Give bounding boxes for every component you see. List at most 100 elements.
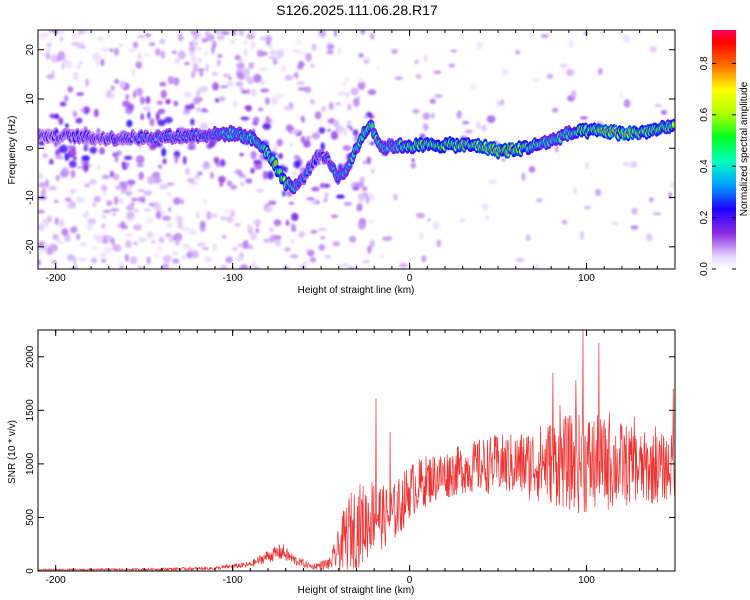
spectrogram-blob xyxy=(486,115,496,123)
spectrogram-blob xyxy=(162,158,167,165)
spectrogram-blob xyxy=(154,252,159,259)
spectrogram-blob xyxy=(285,219,290,226)
spectrogram-blob xyxy=(145,217,154,224)
spectrogram-blob xyxy=(54,199,59,203)
spectrogram-blob xyxy=(60,241,64,245)
spectrogram-blob xyxy=(654,104,662,108)
spectrogram-blob xyxy=(236,72,245,80)
spectrogram-blob xyxy=(137,266,144,269)
spectrogram-blob xyxy=(237,243,243,247)
spectrogram-blob xyxy=(121,161,126,167)
spectrogram-blob xyxy=(201,38,209,43)
spectrogram-blob xyxy=(120,221,126,230)
spectrogram-blob xyxy=(172,258,180,264)
spectrogram-blob xyxy=(46,43,52,47)
spectrogram-blob xyxy=(100,184,108,192)
spectrogram-blob xyxy=(232,247,238,251)
spectrogram-blob xyxy=(149,118,155,127)
spectrogram-blob xyxy=(314,111,322,120)
ridge-core xyxy=(370,124,374,128)
spectrogram-blob xyxy=(161,147,167,157)
spectrogram-blob xyxy=(230,184,238,190)
spectrogram-blob xyxy=(393,193,398,201)
spectrogram-blob xyxy=(155,112,160,121)
spectrogram-blob xyxy=(87,218,97,225)
spectrogram-blob xyxy=(652,212,662,216)
spectrogram-blob xyxy=(670,181,675,189)
spectrogram-blob xyxy=(38,182,46,188)
spectrogram-blob xyxy=(102,209,111,214)
spectrogram-blob xyxy=(159,82,167,87)
spectrogram-blob xyxy=(193,56,197,64)
spectrogram-blob xyxy=(145,96,151,104)
spectrogram-blob xyxy=(133,224,142,231)
spectrogram-blob xyxy=(623,99,631,108)
spectrogram-blob xyxy=(515,257,525,263)
spectrogram-blob xyxy=(196,211,200,219)
spectrogram-blob xyxy=(361,55,371,61)
spectrogram-blob xyxy=(196,90,200,99)
spectrogram-blob xyxy=(159,38,166,45)
spectrogram-blob xyxy=(49,113,56,119)
spectrogram-blob xyxy=(181,227,191,232)
spectrogram-blob xyxy=(321,105,327,113)
spectrogram-blob xyxy=(303,140,311,148)
spectrogram-blob xyxy=(114,79,120,84)
y-tick-label: 0 xyxy=(25,568,36,574)
spectrogram-noise xyxy=(38,30,675,269)
spectrogram-blob xyxy=(76,43,84,49)
spectrogram-blob xyxy=(285,124,294,132)
spectrogram-blob xyxy=(276,138,283,147)
spectrogram-blob xyxy=(240,116,250,121)
spectrogram-blob xyxy=(649,197,654,203)
spectrogram-blob xyxy=(363,59,370,64)
spectrogram-blob xyxy=(320,235,326,240)
spectrogram-blob xyxy=(95,59,99,67)
spectrogram-blob xyxy=(242,240,249,250)
spectrogram-blob xyxy=(147,175,156,185)
spectrogram-blob xyxy=(78,30,84,36)
spectrogram-blob xyxy=(80,242,87,247)
spectrogram-blob xyxy=(241,69,250,75)
spectrogram-blob xyxy=(222,235,226,239)
spectrogram-blob xyxy=(349,235,357,243)
spectrogram-blob xyxy=(122,100,131,108)
spectrogram-blob xyxy=(54,113,59,120)
spectrogram-blob xyxy=(204,257,213,263)
spectrogram-blob xyxy=(448,63,456,68)
spectrogram-blob xyxy=(521,172,526,181)
spectrogram-blob xyxy=(352,187,360,191)
spectrogram-blob xyxy=(239,153,245,157)
spectrogram-blob xyxy=(230,209,236,218)
spectrogram-blob xyxy=(310,63,315,68)
spectrogram-blob xyxy=(292,169,297,178)
spectrogram-blob xyxy=(533,263,540,269)
spectrogram-blob xyxy=(434,94,443,98)
spectrogram-blob xyxy=(335,102,342,106)
snr-series-line xyxy=(38,330,675,571)
spectrogram-blob xyxy=(201,109,209,113)
spectrogram-blob xyxy=(160,50,165,60)
spectrogram-blob xyxy=(260,79,266,86)
spectrogram-blob xyxy=(290,254,299,259)
ridge-core xyxy=(313,160,317,164)
x-tick-label: -200 xyxy=(46,575,66,586)
x-tick-label: -100 xyxy=(223,273,243,284)
colorbar-label: Normalized spectral amplitude xyxy=(739,81,750,216)
spectrogram-blob xyxy=(175,214,180,223)
spectrogram-blob xyxy=(246,88,251,95)
spectrogram-blob xyxy=(282,190,286,197)
spectrogram-blob xyxy=(346,120,352,125)
spectrogram-blob xyxy=(220,30,230,36)
spectrogram-blob xyxy=(631,207,638,215)
spectrogram-blob xyxy=(481,124,487,132)
x-tick-label: -100 xyxy=(223,575,243,586)
spectrogram-blob xyxy=(436,239,442,248)
spectrogram-blob xyxy=(269,227,274,232)
spectrogram-blob xyxy=(423,54,428,62)
spectrogram-blob xyxy=(199,122,208,132)
spectrogram-blob xyxy=(362,192,369,197)
spectrogram-blob xyxy=(156,100,163,105)
spectrogram-blob xyxy=(55,148,61,157)
spectrogram-blob xyxy=(59,30,65,35)
